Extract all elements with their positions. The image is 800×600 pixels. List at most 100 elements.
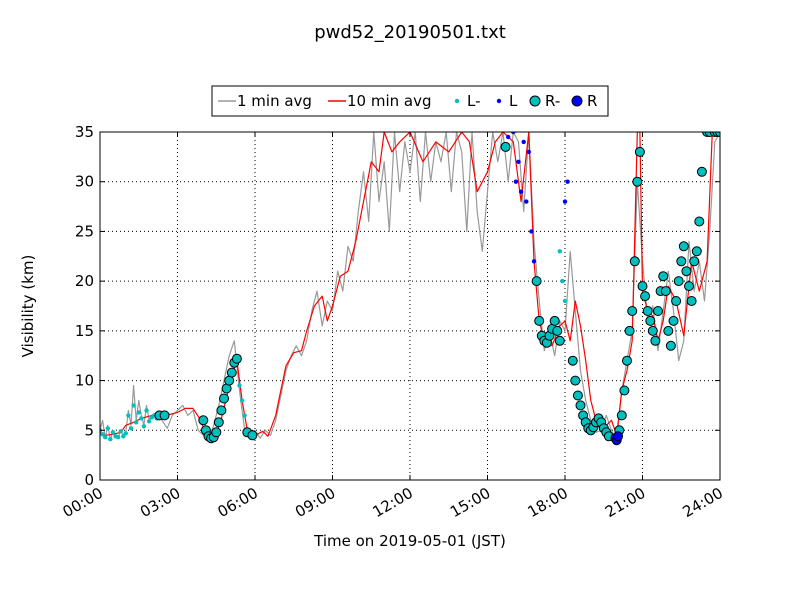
legend-box (211, 85, 609, 117)
y-tick-label: 25 (75, 222, 94, 240)
series-rminus-point (696, 166, 707, 177)
series-rminus-point (531, 276, 542, 287)
series-rminus-point (500, 141, 511, 152)
series-l-point (562, 199, 568, 204)
series-r-point (613, 431, 623, 442)
series-rminus-point (629, 256, 640, 267)
axis-ticks: 00:00 03:00 06:00 09:00 12:00 15:00 18:00 21:00… (60, 123, 726, 521)
series-l-point (506, 134, 511, 140)
series-rminus-point (213, 417, 224, 428)
series-rminus-point (554, 335, 565, 346)
series-lminus-point (115, 435, 121, 440)
series-l-point (516, 159, 521, 164)
x-tick-label: 06:00 (215, 484, 261, 521)
series-rminus-point (694, 216, 705, 227)
legend: 1 min avg 10 min avg L- L R- R (211, 85, 609, 117)
x-tick-label: 03:00 (137, 484, 183, 521)
series-lminus-point (136, 410, 141, 415)
series-lminus-point (131, 403, 136, 408)
series-rminus-point (159, 410, 170, 421)
series-lminus-point (121, 434, 126, 439)
series-rminus-point (653, 306, 663, 316)
series-rminus-point (231, 353, 242, 364)
series-rminus-point (575, 400, 586, 411)
series-rminus-point (622, 355, 632, 366)
series-lminus-point (144, 408, 149, 413)
y-tick-label: 10 (75, 372, 94, 390)
series-l-point (511, 132, 516, 135)
series-rminus-point (650, 335, 661, 346)
series-rminus-point (689, 256, 700, 267)
y-axis-label: Visibility (km) (19, 255, 37, 358)
series-lminus-point (134, 420, 139, 425)
series-rminus-point (671, 296, 682, 306)
series-lminus-point (118, 429, 123, 434)
series-rminus-point (665, 340, 676, 351)
series-rminus-point (632, 176, 643, 187)
series-lminus-point (139, 416, 144, 421)
series-rminus-point (567, 355, 578, 366)
series-rminus-point (642, 306, 653, 316)
series-lminus-point (239, 398, 245, 403)
series-lminus-point (141, 424, 147, 429)
series-lminus-point (128, 426, 134, 431)
legend-label: L- (467, 92, 481, 110)
series-rminus-point (645, 315, 656, 326)
y-tick-label: 30 (75, 173, 94, 191)
legend-dot-swatch (496, 98, 502, 104)
x-tick-label: 00:00 (60, 484, 106, 521)
series-l-point (524, 199, 529, 204)
series-rminus-point (534, 315, 545, 326)
y-tick-label: 5 (84, 421, 94, 439)
series-l-point (526, 149, 531, 155)
legend-label: R (587, 92, 597, 110)
x-tick-label: 24:00 (680, 484, 726, 521)
x-tick-label: 09:00 (292, 484, 338, 521)
y-tick-label: 20 (75, 272, 94, 290)
series-rminus-point (572, 390, 583, 401)
y-tick-label: 35 (75, 123, 94, 141)
series-rminus-point (624, 325, 635, 336)
series-lminus-point (105, 426, 111, 431)
series-rminus-point (640, 291, 651, 302)
series-rminus-point (216, 405, 227, 416)
series-rminus-point (549, 315, 560, 326)
series-rminus-point (198, 415, 209, 426)
x-tick-label: 12:00 (370, 484, 416, 521)
series-l-point (513, 179, 519, 184)
x-tick-label: 18:00 (525, 484, 571, 521)
series-rminus-point (627, 306, 638, 316)
series-rminus-point (676, 256, 687, 267)
series-rminus-point (673, 276, 684, 287)
x-tick-label: 21:00 (602, 484, 648, 521)
series-rminus-point (663, 325, 674, 336)
series-rminus-point (637, 281, 648, 292)
series-rminus-point (681, 266, 692, 277)
series-rminus-point (686, 296, 697, 306)
grid (100, 132, 720, 480)
chart-title: pwd52_20190501.txt (314, 22, 506, 43)
series-lminus-point (103, 435, 108, 440)
series-rminus-point (647, 325, 658, 336)
series-rminus-point (668, 315, 679, 326)
series-rminus-point (219, 393, 229, 404)
x-tick-label: 15:00 (447, 484, 493, 521)
legend-label: R- (545, 92, 560, 110)
legend-label: 1 min avg (237, 92, 312, 110)
legend-label: L (509, 92, 518, 110)
series-lminus-point (146, 419, 152, 424)
series-l-point (521, 139, 526, 145)
series-lminus-point (126, 413, 131, 418)
series-rminus-point (570, 375, 581, 386)
series-rminus-point (678, 241, 689, 252)
series-rminus-point (634, 146, 645, 157)
series-rminus-point (552, 325, 563, 336)
series-lminus-point (110, 430, 116, 435)
series-lminus-point (560, 278, 565, 284)
series-rminus-point (226, 367, 237, 378)
plot-area (100, 132, 720, 446)
series-lminus-point (242, 413, 247, 418)
series-rminus-point (715, 132, 720, 137)
series-rminus-point (211, 427, 222, 438)
series-l-point (531, 259, 537, 264)
